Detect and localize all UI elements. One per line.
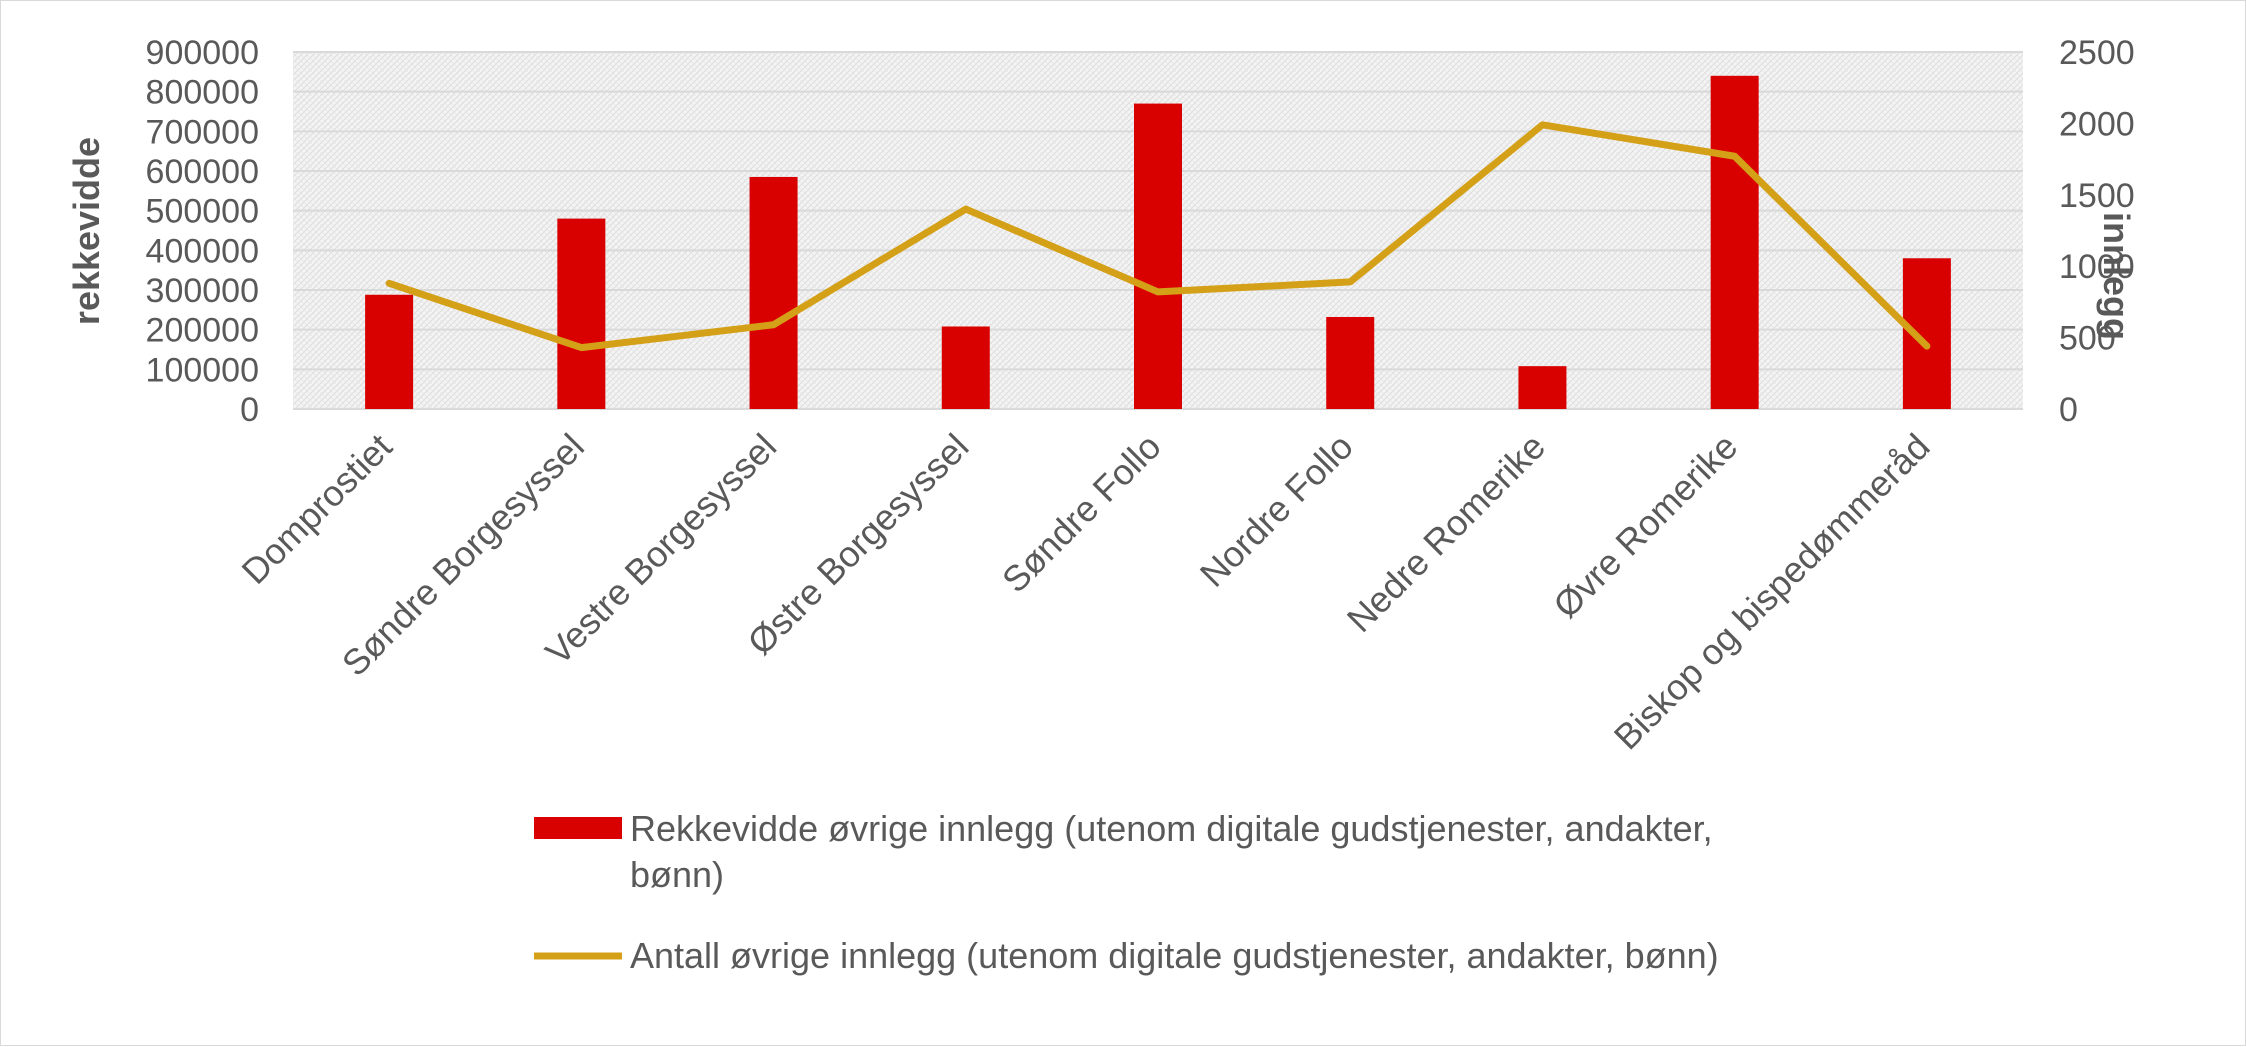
bar-vestre-borgesyssel (749, 176, 798, 409)
bar-series (365, 75, 1951, 410)
bar-østre-borgesyssel (941, 326, 990, 409)
x-tick-label: Øvre Romerike (1545, 426, 1745, 626)
y-tick-label: 800000 (146, 74, 259, 112)
y-axis-right: 2500 2000 1500 1000 500 0 (2059, 34, 2135, 429)
y-tick-label: 600000 (146, 153, 259, 191)
y2-axis-title: innlegg (2096, 212, 2137, 340)
x-tick-label: Domprostiet (234, 426, 400, 592)
line-series (385, 121, 1931, 352)
x-tick-label: Nordre Follo (1192, 426, 1361, 595)
bar-nedre-romerike (1518, 366, 1567, 409)
bar-øvre-romerike (1710, 75, 1759, 410)
legend-bar-label-line1: Rekkevidde øvrige innlegg (utenom digita… (630, 808, 1713, 849)
y-tick-label: 300000 (146, 272, 259, 310)
legend-line-label: Antall øvrige innlegg (utenom digitale g… (630, 935, 1719, 976)
y-tick-label: 900000 (146, 34, 259, 72)
y2-tick-label: 2500 (2059, 34, 2135, 72)
y2-tick-label: 500 (2059, 320, 2116, 358)
line-antall-innlegg (385, 121, 1931, 352)
bar-nordre-follo (1326, 316, 1375, 409)
y2-tick-label: 0 (2059, 391, 2078, 429)
legend-bar-swatch (534, 817, 622, 839)
y-tick-label: 200000 (146, 312, 259, 350)
y2-tick-label: 1500 (2059, 177, 2135, 215)
y-tick-label: 700000 (146, 113, 259, 151)
y-tick-label: 100000 (146, 351, 259, 389)
y-tick-label: 0 (240, 391, 259, 429)
y-tick-label: 400000 (146, 232, 259, 270)
bar-søndre-follo (1134, 103, 1182, 410)
x-tick-label: Nedre Romerike (1339, 426, 1553, 640)
y-axis-title: rekkevidde (66, 137, 107, 325)
legend-bar-label-line2: bønn) (630, 854, 724, 895)
bar-domprostiet (365, 294, 414, 409)
legend: Rekkevidde øvrige innlegg (utenom digita… (534, 808, 1719, 976)
y2-tick-label: 1000 (2059, 248, 2135, 286)
y-axis-left: 9000008000007000006000005000004000003000… (146, 34, 259, 429)
y2-tick-label: 2000 (2059, 105, 2135, 143)
x-tick-label: Biskop og bispedømmeråd (1606, 426, 1938, 758)
bar-søndre-borgesyssel (557, 218, 606, 409)
y-tick-label: 500000 (146, 193, 259, 231)
x-tick-label: Søndre Follo (994, 426, 1169, 601)
